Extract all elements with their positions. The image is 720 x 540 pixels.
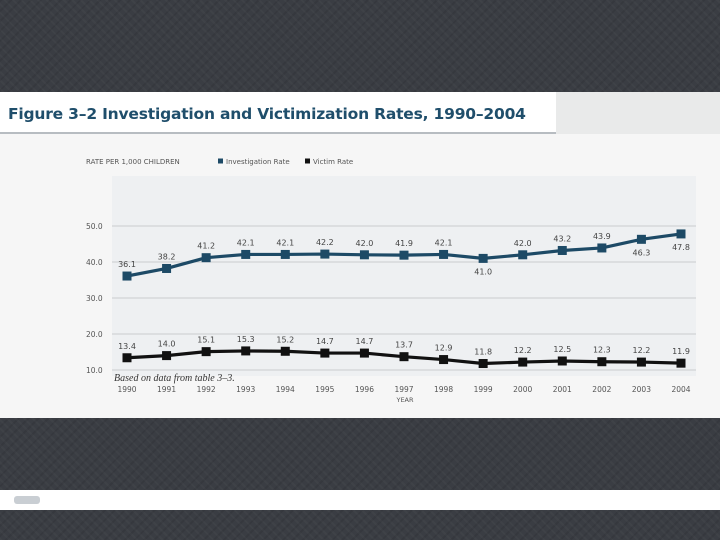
data-label: 36.1 <box>118 260 136 269</box>
data-point <box>478 359 488 369</box>
x-tick-label: 2003 <box>632 385 651 394</box>
x-tick-label: 1992 <box>197 385 216 394</box>
data-point <box>676 358 686 368</box>
figure-header: Figure 3–2 Investigation and Victimizati… <box>0 92 556 134</box>
legend-swatch <box>305 158 310 164</box>
x-tick-label: 2000 <box>513 385 532 394</box>
data-label: 11.9 <box>672 347 690 356</box>
data-point <box>636 234 646 244</box>
legend-swatch <box>218 158 223 164</box>
data-label: 42.1 <box>276 238 294 247</box>
data-point <box>201 347 211 357</box>
data-label: 12.3 <box>593 346 611 355</box>
data-point <box>597 243 607 253</box>
x-axis-label: YEAR <box>395 396 414 404</box>
data-label: 11.8 <box>474 348 492 357</box>
data-point <box>241 249 251 259</box>
x-tick-label: 1995 <box>315 385 334 394</box>
y-tick-label: 50.0 <box>86 222 103 231</box>
y-tick-label: 10.0 <box>86 366 103 375</box>
data-point <box>280 249 290 259</box>
legend-label: Victim Rate <box>313 158 353 166</box>
data-label: 42.1 <box>435 238 453 247</box>
data-label: 15.1 <box>197 336 215 345</box>
data-label: 14.7 <box>356 337 374 346</box>
data-label: 43.2 <box>553 234 571 243</box>
data-label: 15.2 <box>276 335 294 344</box>
data-label: 41.2 <box>197 242 215 251</box>
y-tick-label: 20.0 <box>86 330 103 339</box>
figure-title: Figure 3–2 Investigation and Victimizati… <box>8 105 526 123</box>
data-label: 42.0 <box>356 239 374 248</box>
legend-label: Investigation Rate <box>226 158 290 166</box>
x-tick-label: 2004 <box>671 385 690 394</box>
data-point <box>359 348 369 358</box>
x-tick-label: 2002 <box>592 385 611 394</box>
data-point <box>399 352 409 362</box>
data-label: 46.3 <box>633 248 651 257</box>
x-tick-label: 1997 <box>394 385 413 394</box>
y-tick-label: 40.0 <box>86 258 103 267</box>
data-point <box>320 249 330 259</box>
data-label: 38.2 <box>158 252 176 261</box>
slide-background <box>0 0 720 88</box>
data-label: 42.0 <box>514 239 532 248</box>
bottom-band <box>0 490 720 510</box>
data-label: 12.5 <box>553 345 571 354</box>
data-point <box>557 245 567 255</box>
chart-panel: 50.0 40.0 30.0 20.0 10.0 RATE PER 1,000 CHILD… <box>0 134 720 418</box>
data-point <box>478 253 488 263</box>
data-point <box>518 250 528 260</box>
data-label: 42.1 <box>237 238 255 247</box>
x-tick-label: 1996 <box>355 385 374 394</box>
data-label: 43.9 <box>593 232 611 241</box>
data-point <box>399 250 409 260</box>
line-chart: 50.0 40.0 30.0 20.0 10.0 RATE PER 1,000 CHILD… <box>86 158 696 404</box>
data-label: 42.2 <box>316 238 334 247</box>
data-point <box>676 229 686 239</box>
x-tick-label: 1990 <box>117 385 136 394</box>
data-label: 14.0 <box>158 340 176 349</box>
x-tick-label: 1994 <box>276 385 295 394</box>
data-label: 41.9 <box>395 239 413 248</box>
y-tick-label: 30.0 <box>86 294 103 303</box>
data-point <box>320 348 330 358</box>
data-point <box>241 346 251 356</box>
data-label: 12.2 <box>514 346 532 355</box>
source-note: Based on data from table 3–3. <box>114 373 235 384</box>
data-point <box>359 250 369 260</box>
figure-card: Figure 3–2 Investigation and Victimizati… <box>0 92 720 510</box>
data-label: 41.0 <box>474 267 492 276</box>
y-axis-label: RATE PER 1,000 CHILDREN <box>86 158 180 166</box>
data-point <box>201 253 211 263</box>
data-label: 15.3 <box>237 335 255 344</box>
x-tick-label: 1998 <box>434 385 453 394</box>
x-tick-label: 1993 <box>236 385 255 394</box>
data-label: 12.9 <box>435 344 453 353</box>
x-tick-label: 1991 <box>157 385 176 394</box>
data-point <box>122 271 132 281</box>
data-point <box>122 353 132 363</box>
data-point <box>439 355 449 365</box>
x-tick-label: 1999 <box>474 385 493 394</box>
data-point <box>162 351 172 361</box>
data-label: 13.4 <box>118 342 136 351</box>
decorative-mark <box>14 496 40 504</box>
data-point <box>636 357 646 367</box>
data-point <box>439 249 449 259</box>
data-label: 13.7 <box>395 341 413 350</box>
data-label: 14.7 <box>316 337 334 346</box>
data-point <box>280 346 290 356</box>
plot-area <box>112 176 696 376</box>
data-label: 12.2 <box>633 346 651 355</box>
data-point <box>557 356 567 366</box>
x-tick-label: 2001 <box>553 385 572 394</box>
data-point <box>518 357 528 367</box>
data-point <box>597 357 607 367</box>
data-point <box>162 263 172 273</box>
data-label: 47.8 <box>672 243 690 252</box>
